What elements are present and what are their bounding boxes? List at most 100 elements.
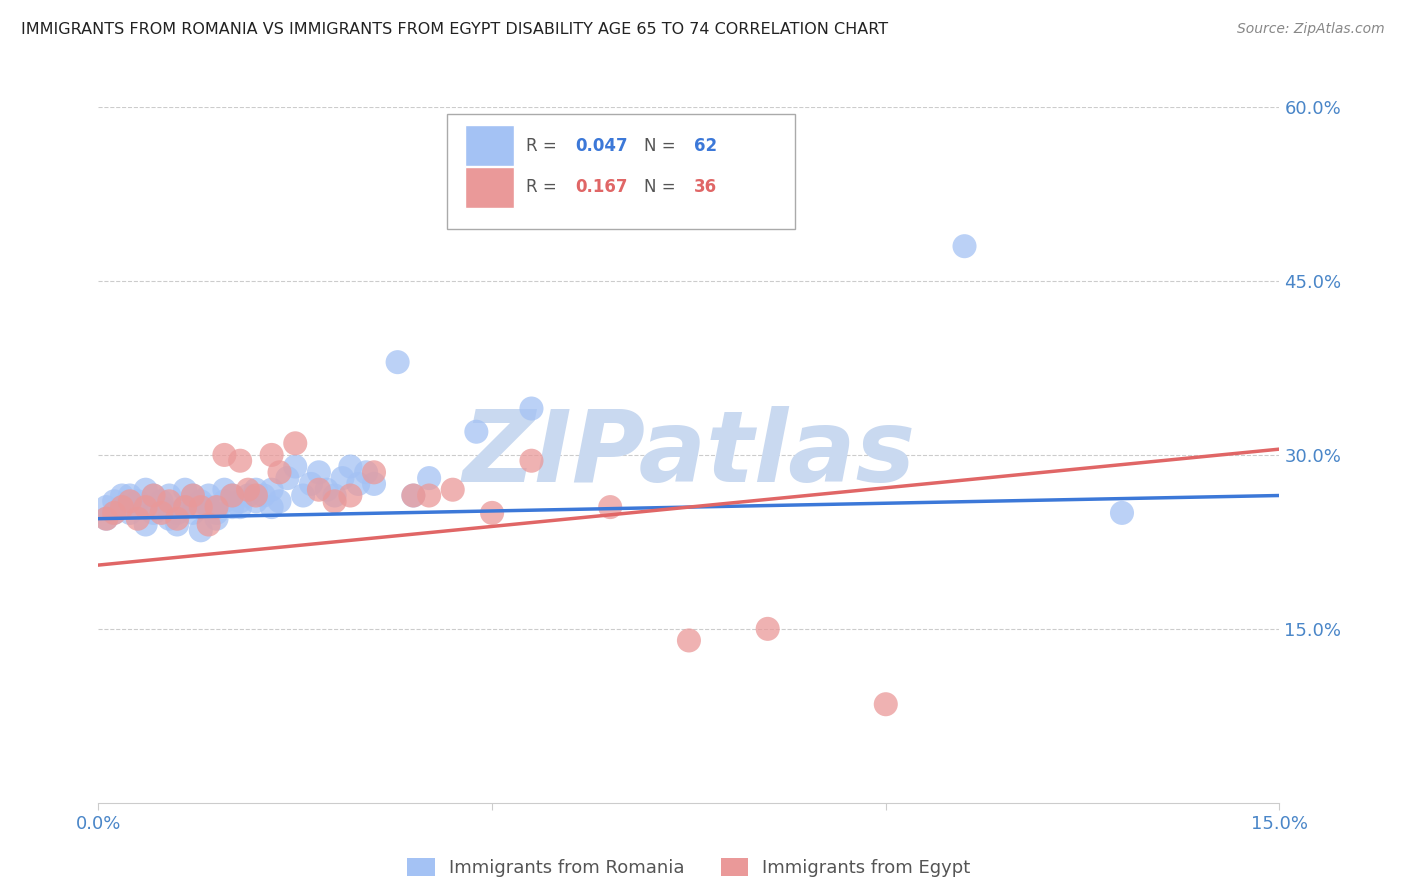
Point <box>214 448 236 462</box>
Point <box>221 500 243 514</box>
Point <box>260 483 283 497</box>
Point <box>520 401 543 416</box>
Point <box>190 500 212 514</box>
Point <box>260 500 283 514</box>
Point <box>245 489 267 503</box>
Point <box>157 511 180 525</box>
Point <box>157 494 180 508</box>
Point <box>103 506 125 520</box>
Text: R =: R = <box>526 136 562 154</box>
Point <box>174 483 197 497</box>
Point <box>174 500 197 514</box>
Point <box>166 517 188 532</box>
Point <box>387 355 409 369</box>
Point <box>418 489 440 503</box>
Point <box>299 476 322 491</box>
Text: N =: N = <box>644 178 681 196</box>
Point <box>402 489 425 503</box>
Text: R =: R = <box>526 178 562 196</box>
Point <box>229 494 252 508</box>
Point <box>135 483 157 497</box>
Point <box>127 494 149 508</box>
Point <box>127 500 149 514</box>
Point <box>181 506 204 520</box>
Point <box>481 506 503 520</box>
Point <box>221 489 243 503</box>
Text: 0.047: 0.047 <box>575 136 628 154</box>
Point <box>339 459 361 474</box>
Point <box>197 517 219 532</box>
Point <box>1111 506 1133 520</box>
Point <box>142 506 165 520</box>
Point <box>323 489 346 503</box>
Point <box>418 471 440 485</box>
Point <box>221 489 243 503</box>
Point <box>354 466 377 480</box>
Point <box>166 511 188 525</box>
Point <box>292 489 315 503</box>
Point <box>181 489 204 503</box>
FancyBboxPatch shape <box>464 125 515 166</box>
Point <box>269 494 291 508</box>
Point <box>118 494 141 508</box>
Point <box>111 489 134 503</box>
Point <box>260 448 283 462</box>
Point <box>332 471 354 485</box>
FancyBboxPatch shape <box>447 114 796 229</box>
Point <box>96 511 118 525</box>
Point <box>111 500 134 514</box>
Point <box>678 633 700 648</box>
Point <box>205 511 228 525</box>
Point <box>96 511 118 525</box>
Point <box>756 622 779 636</box>
Point <box>315 483 337 497</box>
Point <box>197 500 219 514</box>
Point <box>363 466 385 480</box>
Point <box>103 506 125 520</box>
Point <box>127 511 149 525</box>
Point <box>150 506 173 520</box>
Point <box>236 489 259 503</box>
Point <box>347 476 370 491</box>
Text: ZIPatlas: ZIPatlas <box>463 407 915 503</box>
Point <box>284 459 307 474</box>
Point <box>339 489 361 503</box>
Point <box>135 517 157 532</box>
Point <box>190 523 212 537</box>
FancyBboxPatch shape <box>464 167 515 208</box>
Point <box>284 436 307 450</box>
Text: Source: ZipAtlas.com: Source: ZipAtlas.com <box>1237 22 1385 37</box>
Point <box>142 489 165 503</box>
Point <box>599 500 621 514</box>
Point <box>441 483 464 497</box>
Point <box>197 489 219 503</box>
Text: 0.167: 0.167 <box>575 178 628 196</box>
Point <box>118 489 141 503</box>
Point <box>245 494 267 508</box>
Point <box>181 489 204 503</box>
Point <box>103 494 125 508</box>
Point <box>253 489 276 503</box>
Point <box>229 500 252 514</box>
Point <box>323 494 346 508</box>
Point <box>953 239 976 253</box>
Point <box>174 500 197 514</box>
Point <box>245 483 267 497</box>
Point <box>135 500 157 514</box>
Point <box>402 489 425 503</box>
Point <box>96 500 118 514</box>
Point <box>276 471 298 485</box>
Point <box>190 494 212 508</box>
Point <box>118 506 141 520</box>
Point <box>875 698 897 712</box>
Point <box>142 489 165 503</box>
Text: IMMIGRANTS FROM ROMANIA VS IMMIGRANTS FROM EGYPT DISABILITY AGE 65 TO 74 CORRELA: IMMIGRANTS FROM ROMANIA VS IMMIGRANTS FR… <box>21 22 889 37</box>
Point <box>269 466 291 480</box>
Point <box>308 483 330 497</box>
Point <box>150 500 173 514</box>
Point <box>166 506 188 520</box>
Point <box>465 425 488 439</box>
Point <box>520 453 543 467</box>
Point <box>157 489 180 503</box>
Point <box>150 494 173 508</box>
